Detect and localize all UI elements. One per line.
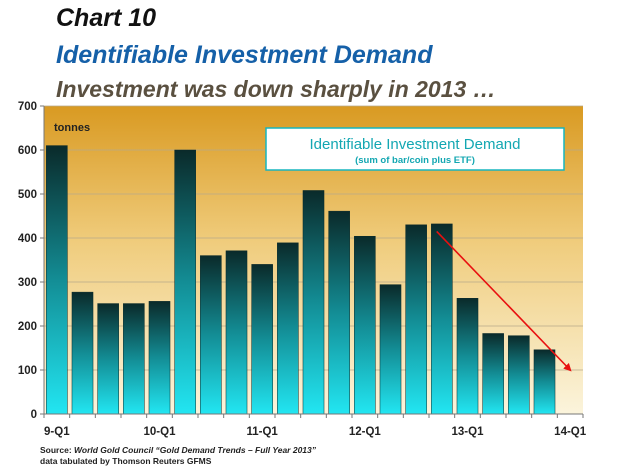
bar	[431, 223, 453, 415]
bar	[200, 255, 222, 415]
bar	[277, 242, 299, 415]
y-tick-label: 200	[18, 321, 37, 333]
bar	[456, 298, 479, 415]
bar	[123, 303, 145, 415]
y-tick-label: 400	[18, 233, 37, 245]
bar-chart: 0 100 200 300 400 500 600 700 9-Q1 10-Q1 11-Q1 12-…	[18, 101, 587, 438]
y-tick-label: 300	[18, 277, 37, 289]
y-tick-label: 100	[18, 365, 37, 377]
bar	[379, 284, 402, 415]
unit-label: tonnes	[54, 122, 90, 134]
y-tick-label: 0	[31, 409, 37, 421]
bars	[46, 145, 556, 415]
trend-arrow	[436, 230, 572, 372]
bar	[533, 349, 556, 415]
bar	[354, 235, 376, 415]
bar	[71, 291, 94, 415]
source-publication: World Gold Council “Gold Demand Trends –…	[74, 445, 316, 455]
legend-title: Identifiable Investment Demand	[310, 136, 521, 153]
y-tick-label: 500	[18, 189, 37, 201]
y-tick-label: 700	[18, 101, 37, 113]
x-tick-label: 14-Q1	[554, 426, 587, 438]
bar	[46, 145, 68, 415]
bar	[97, 303, 119, 415]
legend-box: Identifiable Investment Demand (sum of b…	[265, 127, 565, 171]
page-subtitle: Investment was down sharply in 2013 …	[56, 76, 496, 102]
y-tick-label: 600	[18, 145, 37, 157]
source-prefix: Source:	[40, 445, 75, 455]
source-note: Source: World Gold Council “Gold Demand …	[40, 445, 316, 467]
bar	[405, 224, 427, 415]
source-line2: data tabulated by Thomson Reuters GFMS	[40, 456, 212, 466]
bar	[251, 264, 273, 415]
x-tick-label: 12-Q1	[349, 426, 382, 438]
x-tick-label: 13-Q1	[452, 426, 485, 438]
chart-label: Chart 10	[56, 4, 157, 32]
x-axis-ticks: 9-Q1 10-Q1 11-Q1 12-Q1 13-Q1 14-Q1	[43, 414, 587, 438]
legend-subtitle: (sum of bar/coin plus ETF)	[355, 155, 475, 166]
bar	[148, 301, 171, 415]
bar	[482, 333, 504, 415]
bar	[328, 210, 350, 415]
page-title: Identifiable Investment Demand	[56, 41, 433, 69]
x-tick-label: 10-Q1	[144, 426, 177, 438]
bar	[508, 335, 530, 415]
x-tick-label: 11-Q1	[247, 426, 279, 438]
y-axis-ticks: 0 100 200 300 400 500 600 700	[18, 101, 44, 421]
bar	[174, 149, 196, 415]
x-tick-label: 9-Q1	[44, 426, 70, 438]
bar	[225, 250, 248, 415]
bar	[302, 190, 325, 415]
